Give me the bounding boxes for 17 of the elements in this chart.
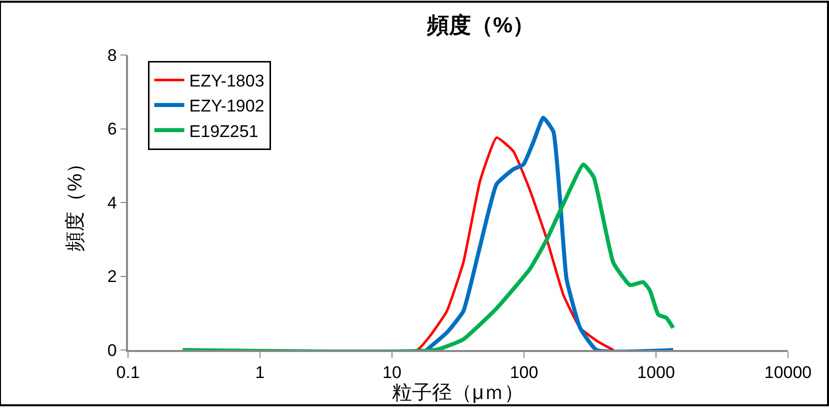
legend-label: EZY-1803: [189, 72, 264, 91]
y-tick-label: 0: [107, 340, 117, 360]
y-tick-label: 8: [107, 46, 117, 65]
x-tick-label: 1000: [637, 363, 675, 382]
y-tick-label: 6: [107, 120, 117, 139]
x-axis-title: 粒子径（μｍ）: [392, 382, 524, 404]
legend-label: EZY-1902: [189, 96, 264, 116]
x-tick-label: 10: [382, 363, 402, 382]
x-tick-label: 1: [255, 363, 265, 382]
y-tick-label: 4: [107, 193, 117, 212]
legend-label: E19Z251: [189, 122, 258, 141]
x-tick-label: 0.1: [116, 363, 140, 382]
x-tick-label: 10000: [764, 363, 812, 382]
x-tick-label: 100: [510, 363, 538, 382]
y-axis-title: 頻度（%）: [64, 154, 86, 252]
chart-title: 頻度（%）: [426, 12, 535, 38]
y-tick-label: 2: [107, 267, 117, 286]
